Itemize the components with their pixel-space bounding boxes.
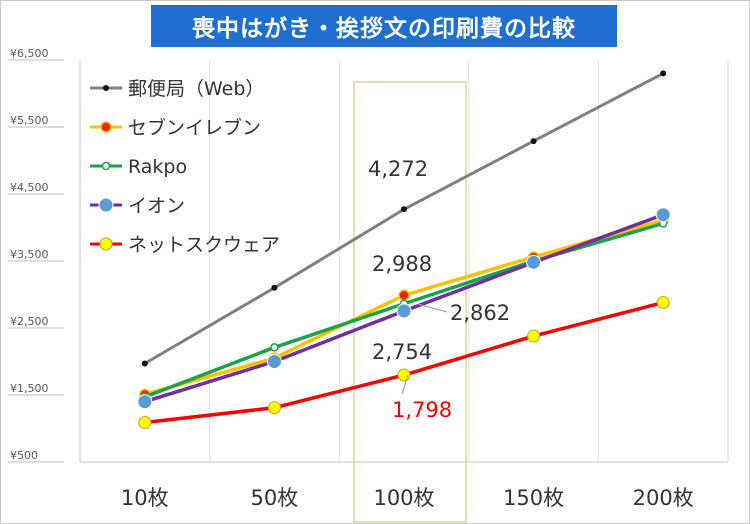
data-point bbox=[137, 394, 153, 410]
data-point bbox=[660, 70, 667, 77]
chart-title-box: 喪中はがき・挨拶文の印刷費の比較 bbox=[151, 5, 617, 47]
data-point bbox=[266, 354, 282, 369]
annotation-leader bbox=[401, 374, 409, 395]
data-point bbox=[397, 368, 411, 382]
data-label-annotation: 2,754 bbox=[372, 340, 432, 364]
data-point bbox=[271, 284, 278, 291]
data-point bbox=[656, 296, 670, 310]
data-point bbox=[267, 401, 281, 415]
data-point bbox=[396, 303, 412, 319]
y-tick-label: ¥3,500 bbox=[10, 248, 49, 261]
data-point bbox=[398, 289, 410, 302]
data-point bbox=[141, 360, 148, 367]
data-label-annotation: 1,798 bbox=[392, 398, 452, 422]
chart-title: 喪中はがき・挨拶文の印刷費の比較 bbox=[192, 16, 576, 42]
legend-marker bbox=[99, 237, 113, 251]
y-tick-label: ¥2,500 bbox=[10, 315, 49, 328]
y-tick-label: ¥5,500 bbox=[10, 114, 49, 127]
data-label-annotation: 2,988 bbox=[372, 252, 432, 276]
annotation-leader bbox=[417, 303, 448, 313]
highlight-box bbox=[353, 81, 467, 523]
legend-label: イオン bbox=[128, 195, 185, 217]
data-point bbox=[527, 329, 541, 343]
y-tick-label: ¥4,500 bbox=[10, 181, 49, 194]
x-tick-label: 200枚 bbox=[633, 486, 694, 510]
data-point bbox=[530, 138, 537, 145]
data-point bbox=[270, 343, 279, 352]
data-label-annotation: 2,862 bbox=[450, 301, 510, 325]
data-label-annotation: 4,272 bbox=[368, 157, 428, 181]
legend-marker bbox=[100, 121, 112, 133]
legend-marker bbox=[103, 85, 109, 91]
legend-label: セブンイレブン bbox=[128, 116, 261, 139]
data-point bbox=[401, 206, 407, 213]
legend-label: ネットスクウェア bbox=[128, 234, 280, 256]
legend-label: 郵便局（Web） bbox=[128, 78, 264, 100]
data-point bbox=[655, 207, 671, 223]
legend-marker bbox=[101, 161, 111, 171]
legend-label: Rakpo bbox=[128, 156, 187, 178]
x-tick-label: 10枚 bbox=[121, 486, 169, 510]
x-tick-label: 150枚 bbox=[503, 486, 564, 510]
x-tick-label: 100枚 bbox=[373, 486, 434, 510]
x-tick-label: 50枚 bbox=[251, 486, 299, 510]
y-tick-label: ¥6,500 bbox=[10, 47, 49, 60]
y-tick-label: ¥500 bbox=[10, 449, 38, 462]
legend-marker bbox=[98, 197, 114, 213]
y-tick-label: ¥1,500 bbox=[10, 382, 49, 395]
data-point bbox=[526, 254, 542, 270]
data-point bbox=[138, 415, 152, 429]
